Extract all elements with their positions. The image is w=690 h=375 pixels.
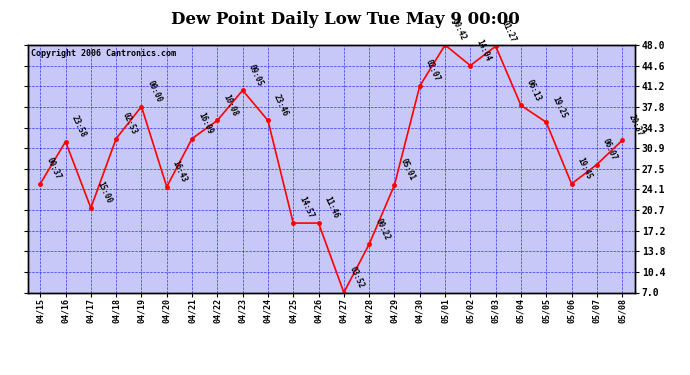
Text: Dew Point Daily Low Tue May 9 00:00: Dew Point Daily Low Tue May 9 00:00	[170, 11, 520, 28]
Text: 23:46: 23:46	[272, 93, 290, 118]
Text: 23:58: 23:58	[70, 114, 88, 139]
Text: 02:53: 02:53	[120, 111, 138, 136]
Text: 14:57: 14:57	[297, 195, 315, 220]
Text: 06:07: 06:07	[601, 137, 619, 162]
Text: 20:37: 20:37	[627, 113, 644, 138]
Text: 16:09: 16:09	[196, 111, 214, 136]
Text: 00:37: 00:37	[44, 156, 62, 181]
Text: 15:00: 15:00	[95, 180, 113, 205]
Text: 11:46: 11:46	[323, 195, 341, 220]
Text: 00:22: 00:22	[373, 217, 391, 242]
Text: 05:01: 05:01	[399, 158, 417, 182]
Text: 16:43: 16:43	[171, 159, 189, 184]
Text: 19:45: 19:45	[575, 156, 593, 181]
Text: 01:27: 01:27	[500, 19, 518, 44]
Text: 14:04: 14:04	[475, 38, 493, 63]
Text: 00:42: 00:42	[449, 18, 467, 42]
Text: 19:25: 19:25	[551, 95, 569, 120]
Text: 03:52: 03:52	[348, 265, 366, 290]
Text: 09:05: 09:05	[247, 63, 265, 87]
Text: 02:07: 02:07	[424, 58, 442, 83]
Text: 06:13: 06:13	[525, 78, 543, 103]
Text: 10:08: 10:08	[221, 93, 239, 118]
Text: 00:00: 00:00	[146, 79, 164, 104]
Text: Copyright 2006 Cantronics.com: Copyright 2006 Cantronics.com	[30, 49, 176, 58]
